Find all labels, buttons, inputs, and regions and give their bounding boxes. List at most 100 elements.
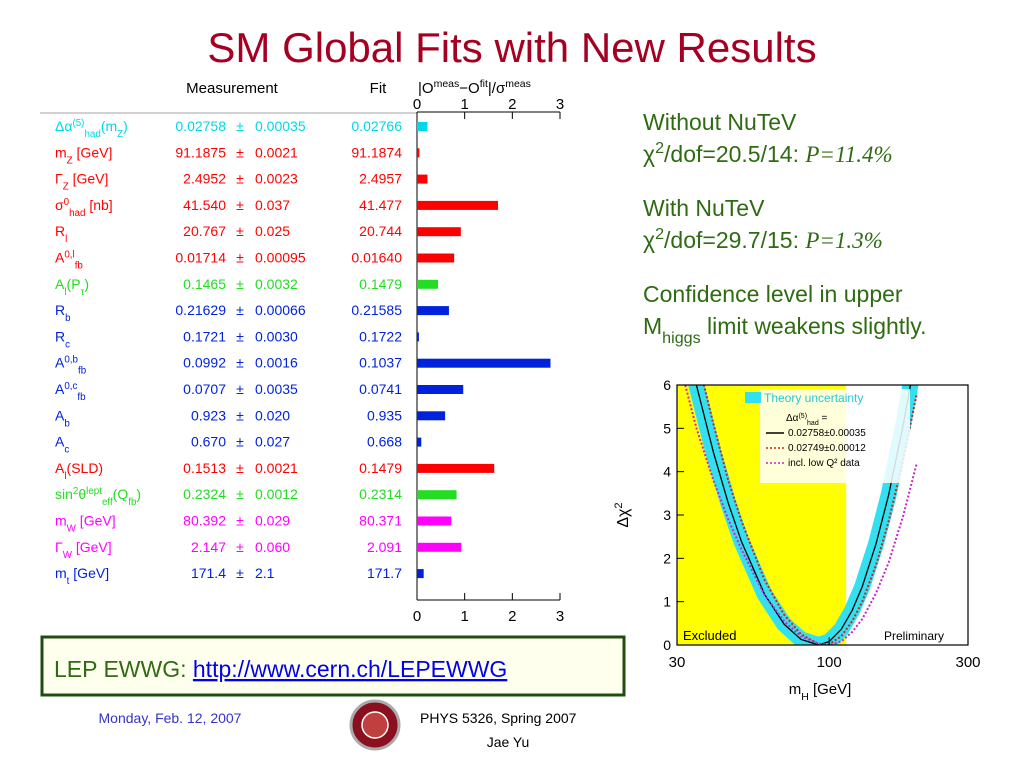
- plus-minus: ±: [236, 486, 244, 502]
- curve: [695, 385, 912, 645]
- pull-bar: [417, 516, 452, 526]
- note-line: χ2/dof=20.5/14: P=11.4%: [643, 139, 893, 167]
- text-part: [GeV]: [69, 565, 109, 581]
- fit: 0.02766: [351, 118, 402, 134]
- pull-tick-label: 0: [413, 608, 421, 625]
- text-part: l: [64, 470, 66, 481]
- y-axis-label: Δχ2: [613, 502, 632, 527]
- fit: 0.01640: [351, 250, 402, 266]
- measurement: 0.01714: [175, 250, 226, 266]
- fit: 2.091: [367, 539, 402, 555]
- text-part: σ: [55, 197, 64, 213]
- text-part: 0,l: [64, 249, 74, 260]
- error: 0.025: [255, 223, 290, 239]
- pull-bar: [417, 332, 419, 342]
- note-line: With NuTeV: [643, 195, 765, 221]
- text-part: had: [807, 420, 819, 427]
- error: 0.0035: [255, 381, 298, 397]
- x-axis-label: mH [GeV]: [789, 681, 852, 703]
- error: 0.0012: [255, 486, 298, 502]
- text-part: 2: [73, 486, 78, 497]
- pull-tick-label: 1: [460, 608, 468, 625]
- plus-minus: ±: [236, 381, 244, 397]
- text-part: [GeV]: [72, 539, 112, 555]
- text-part: Z: [117, 129, 123, 140]
- text-part: higgs: [662, 329, 700, 347]
- measurement: 0.1513: [183, 460, 226, 476]
- text-part: =: [819, 413, 828, 424]
- text-part: limit weakens slightly.: [701, 313, 927, 339]
- text-part: /dof=29.7/15:: [664, 227, 805, 253]
- error: 0.020: [255, 407, 290, 423]
- text-part: Z: [63, 181, 69, 192]
- measurement: 0.1721: [183, 328, 226, 344]
- row-label: sin2θlepteff(Qfb): [55, 486, 141, 508]
- pull-bar: [417, 385, 464, 394]
- text-part: 2: [655, 225, 664, 243]
- text-part: [GeV]: [73, 144, 113, 160]
- footer-author: Jae Yu: [487, 734, 530, 750]
- text-part: had: [84, 129, 100, 140]
- plus-minus: ±: [236, 276, 244, 292]
- plus-minus: ±: [236, 355, 244, 371]
- text-part: ): [123, 118, 128, 134]
- pull-tick-label: 2: [508, 96, 516, 113]
- text-part: W: [63, 549, 73, 560]
- text-part: fb: [77, 392, 86, 403]
- text-part: A: [55, 276, 65, 292]
- measurement: 0.1465: [183, 276, 226, 292]
- text-part: /dof=20.5/14:: [664, 141, 805, 167]
- note-line: Mhiggs limit weakens slightly.: [643, 313, 926, 347]
- text-part: τ: [81, 286, 85, 297]
- text-part: meas: [505, 78, 531, 90]
- pull-bar: [417, 200, 499, 210]
- plus-minus: ±: [236, 250, 244, 266]
- fit: 0.1722: [359, 328, 402, 344]
- plus-minus: ±: [236, 197, 244, 213]
- text-part: M: [643, 313, 662, 339]
- text-part: Δα: [786, 413, 799, 424]
- text-part: m: [55, 513, 67, 529]
- pull-bar: [417, 279, 438, 289]
- link-line: LEP EWWG: http://www.cern.ch/LEPEWWG: [54, 656, 507, 682]
- text-part: l: [65, 234, 67, 245]
- plus-minus: ±: [236, 302, 244, 318]
- plus-minus: ±: [236, 118, 244, 134]
- measurement: 20.767: [183, 223, 226, 239]
- pull-bar: [417, 411, 446, 421]
- text-part: (Q: [113, 486, 129, 502]
- plus-minus: ±: [236, 513, 244, 529]
- text-part: Γ: [55, 171, 63, 187]
- pull-bar: [417, 358, 551, 368]
- fit: 80.371: [359, 513, 402, 529]
- text-part: b: [64, 418, 70, 429]
- measurement: 0.670: [191, 434, 226, 450]
- text-part: 0,b: [64, 354, 78, 365]
- annotation-box: [880, 626, 966, 643]
- text-part: (SLD): [67, 460, 104, 476]
- error: 0.00095: [255, 250, 306, 266]
- text-part: A: [55, 434, 65, 450]
- x-tick-label: 300: [955, 654, 980, 671]
- pull-bar: [417, 253, 455, 263]
- pull-bar: [417, 306, 449, 316]
- error: 0.00066: [255, 302, 306, 318]
- error: 0.029: [255, 513, 290, 529]
- fit: 0.668: [367, 434, 402, 450]
- text-part: [GeV]: [76, 513, 116, 529]
- text-part: ): [136, 486, 141, 502]
- link-box: [40, 635, 626, 697]
- text-part: R: [55, 223, 65, 239]
- text-part: ): [84, 276, 89, 292]
- plus-minus: ±: [236, 407, 244, 423]
- measurement: 91.1875: [175, 144, 226, 160]
- error: 0.0016: [255, 355, 298, 371]
- error: 0.0032: [255, 276, 298, 292]
- slide-title: SM Global Fits with New Results: [207, 24, 816, 71]
- row-label: Rl: [55, 223, 67, 245]
- text-part: R: [55, 302, 65, 318]
- link-url[interactable]: http://www.cern.ch/LEPEWWG: [193, 656, 507, 682]
- text-part: A: [55, 460, 65, 476]
- legend-bg: [760, 389, 910, 483]
